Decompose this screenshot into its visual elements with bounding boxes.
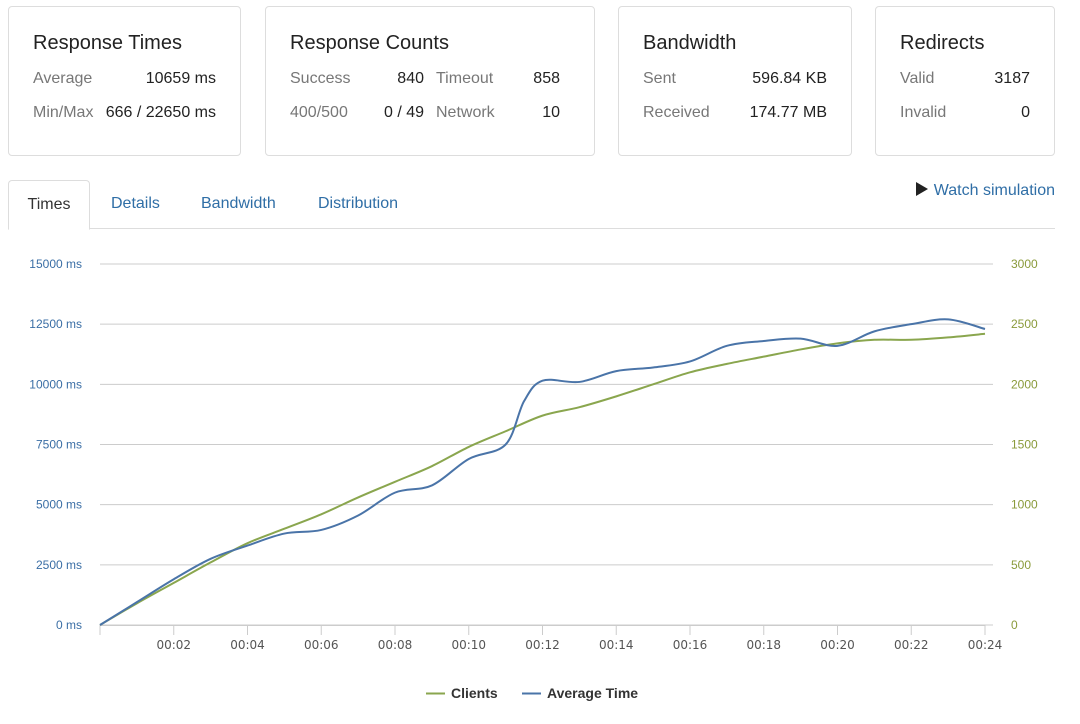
card-response-counts: Response Counts Success 840 Timeout 858 … bbox=[265, 6, 595, 156]
average-value: 10659 ms bbox=[145, 70, 216, 87]
y-right-tick-label: 0 bbox=[1011, 618, 1018, 632]
series-line-clients bbox=[99, 332, 986, 626]
invalid-label: Invalid bbox=[900, 104, 947, 121]
errors-value: 0 / 49 bbox=[383, 104, 424, 121]
valid-value: 3187 bbox=[994, 70, 1030, 87]
legend-label: Average Time bbox=[547, 685, 638, 701]
x-tick-label: 00:16 bbox=[673, 638, 708, 652]
card-title: Response Times bbox=[33, 32, 182, 54]
x-tick-label: 00:20 bbox=[820, 638, 855, 652]
network-value: 10 bbox=[542, 104, 560, 121]
sent-label: Sent bbox=[643, 70, 676, 87]
minmax-value: 666 / 22650 ms bbox=[105, 104, 216, 121]
card-bandwidth: Bandwidth Sent 596.84 KB Received 174.77… bbox=[618, 6, 852, 156]
y-left-tick-label: 12500 ms bbox=[29, 317, 82, 331]
y-right-tick-label: 3000 bbox=[1011, 257, 1038, 271]
tab-distribution[interactable]: Distribution bbox=[318, 195, 399, 212]
errors-label: 400/500 bbox=[290, 104, 348, 121]
y-left-tick-label: 0 ms bbox=[56, 618, 82, 632]
watch-simulation-label: Watch simulation bbox=[933, 182, 1055, 199]
x-tick-label: 00:18 bbox=[746, 638, 781, 652]
watch-simulation-link[interactable]: Watch simulation bbox=[915, 180, 1055, 202]
series-lines bbox=[99, 318, 986, 626]
network-label: Network bbox=[436, 104, 495, 121]
x-tick-label: 00:24 bbox=[968, 638, 1003, 652]
average-label: Average bbox=[33, 70, 93, 87]
y-left-tick-label: 15000 ms bbox=[29, 257, 82, 271]
minmax-label: Min/Max bbox=[33, 104, 94, 121]
tab-times[interactable]: Times bbox=[8, 180, 90, 230]
card-title: Response Counts bbox=[290, 32, 449, 54]
y-right-tick-label: 2500 bbox=[1011, 317, 1038, 331]
left-axis: 0 ms 2500 ms 5000 ms 7500 ms 10000 ms 12500 m… bbox=[29, 257, 82, 632]
card-title: Redirects bbox=[900, 32, 985, 54]
x-tick-label: 00:14 bbox=[599, 638, 634, 652]
y-right-tick-label: 1500 bbox=[1011, 438, 1038, 452]
sent-value: 596.84 KB bbox=[752, 70, 827, 87]
timeout-value: 858 bbox=[533, 70, 560, 87]
x-tick-label: 00:08 bbox=[378, 638, 413, 652]
card-response-times: Response Times Average 10659 ms Min/Max … bbox=[8, 6, 241, 156]
right-axis: 0 500 1000 1500 2000 2500 3000 bbox=[1011, 257, 1038, 632]
x-tick-label: 00:10 bbox=[451, 638, 486, 652]
x-tick-label: 00:02 bbox=[156, 638, 191, 652]
success-value: 840 bbox=[397, 70, 424, 87]
x-tick-label: 00:22 bbox=[894, 638, 929, 652]
valid-label: Valid bbox=[900, 70, 935, 87]
tab-details[interactable]: Details bbox=[111, 195, 160, 212]
legend-item-clients[interactable]: Clients bbox=[426, 685, 498, 701]
legend-item-average-time[interactable]: Average Time bbox=[522, 685, 638, 701]
x-tick-label: 00:06 bbox=[304, 638, 339, 652]
received-value: 174.77 MB bbox=[749, 104, 827, 121]
y-left-tick-label: 2500 ms bbox=[36, 558, 82, 572]
received-label: Received bbox=[643, 104, 710, 121]
x-tick-label: 00:04 bbox=[230, 638, 265, 652]
chart-tabs: Times Details Bandwidth Distribution bbox=[8, 180, 1055, 230]
y-right-tick-label: 500 bbox=[1011, 558, 1031, 572]
card-redirects: Redirects Valid 3187 Invalid 0 bbox=[875, 6, 1055, 156]
gridlines bbox=[100, 263, 993, 626]
success-label: Success bbox=[290, 70, 351, 87]
y-left-tick-label: 10000 ms bbox=[29, 377, 82, 391]
chart-legend[interactable]: Clients Average Time bbox=[426, 685, 638, 701]
y-right-tick-label: 2000 bbox=[1011, 377, 1038, 391]
play-icon bbox=[915, 182, 928, 196]
y-right-tick-label: 1000 bbox=[1011, 498, 1038, 512]
x-tick-label: 00:12 bbox=[525, 638, 560, 652]
times-chart: 0 ms 2500 ms 5000 ms 7500 ms 10000 ms 12500 m… bbox=[29, 257, 1038, 701]
card-title: Bandwidth bbox=[643, 32, 737, 54]
timeout-label: Timeout bbox=[436, 70, 494, 87]
series-line-average-time bbox=[99, 318, 986, 626]
y-left-tick-label: 5000 ms bbox=[36, 498, 82, 512]
x-axis: 00:02 00:04 00:06 00:08 00:10 00:12 00:14 00:16… bbox=[99, 625, 1003, 652]
y-left-tick-label: 7500 ms bbox=[36, 438, 82, 452]
legend-label: Clients bbox=[451, 685, 498, 701]
invalid-value: 0 bbox=[1021, 104, 1030, 121]
tab-bandwidth[interactable]: Bandwidth bbox=[201, 195, 276, 212]
